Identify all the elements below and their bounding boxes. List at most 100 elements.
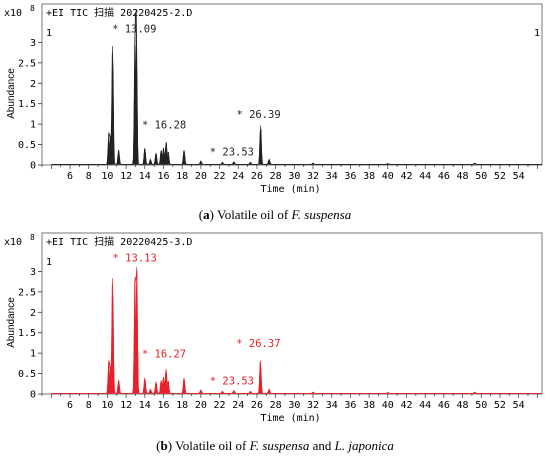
c1-peak bbox=[134, 266, 139, 394]
c0-x-tick-label: 32 bbox=[307, 171, 319, 182]
c0-x-tick-label: 6 bbox=[67, 171, 73, 182]
c0-x-tick-label: 18 bbox=[176, 171, 188, 182]
c1-x-tick-label: 22 bbox=[214, 400, 226, 411]
c1-y-tick-label: 2.5 bbox=[18, 287, 36, 298]
c0-peak bbox=[472, 162, 478, 165]
c0-peak bbox=[258, 125, 263, 165]
c0-peak bbox=[110, 45, 115, 165]
caption-a-letter: a bbox=[203, 207, 210, 222]
c0-x-tick-label: 26 bbox=[251, 171, 263, 182]
c1-x-tick-label: 48 bbox=[457, 400, 469, 411]
c1-y-tick-label: 2 bbox=[30, 308, 36, 319]
c1-x-tick-label: 46 bbox=[438, 400, 450, 411]
c1-x-tick-label: 12 bbox=[120, 400, 132, 411]
c1-peak bbox=[386, 392, 390, 394]
c0-y-axis-label: Abundance bbox=[6, 68, 17, 119]
c0-y-tick-label: 3 bbox=[30, 38, 36, 49]
c1-x-tick-label: 40 bbox=[382, 400, 394, 411]
c0-x-tick-label: 28 bbox=[270, 171, 282, 182]
c0-header: +EI TIC 扫描 20220425-2.D bbox=[46, 6, 192, 19]
c1-peak bbox=[248, 390, 253, 394]
c1-x-tick-label: 20 bbox=[195, 400, 207, 411]
caption-b-letter: b bbox=[160, 438, 168, 453]
caption-b-text: Volatile oil of bbox=[175, 438, 250, 453]
c0-x-tick-label: 42 bbox=[400, 171, 412, 182]
c0-peak-annotation: * 23.53 bbox=[210, 147, 254, 159]
c0-x-tick-label: 14 bbox=[139, 171, 151, 182]
c0-multiplier: x10 bbox=[4, 8, 22, 19]
c0-peak bbox=[198, 160, 203, 165]
c1-peak bbox=[182, 377, 186, 394]
c1-peak bbox=[154, 381, 158, 394]
caption-a: (a) Volatile oil of F. suspensa bbox=[198, 207, 352, 222]
c1-peak bbox=[310, 391, 316, 394]
c0-x-tick-label: 46 bbox=[438, 171, 450, 182]
c1-y-tick-label: 0 bbox=[30, 390, 36, 401]
c1-peak bbox=[258, 360, 263, 394]
c0-peak bbox=[161, 148, 166, 165]
c0-tic-trace bbox=[51, 10, 542, 165]
c1-y-axis-label: Abundance bbox=[6, 297, 17, 348]
c0-y-tick-label: 1.5 bbox=[18, 99, 36, 110]
c0-peak bbox=[166, 152, 171, 165]
c0-peak bbox=[164, 141, 169, 165]
c1-x-tick-label: 52 bbox=[494, 400, 506, 411]
c0-peak bbox=[220, 161, 225, 165]
c0-x-tick-label: 24 bbox=[232, 171, 244, 182]
c0-x-tick-label: 34 bbox=[326, 171, 338, 182]
c0-peak-annotation: * 16.28 bbox=[142, 119, 186, 131]
c1-peak bbox=[161, 377, 166, 394]
c1-x-tick-label: 36 bbox=[344, 400, 356, 411]
c1-x-tick-label: 10 bbox=[101, 400, 113, 411]
c0-y-tick-label: 2.5 bbox=[18, 58, 36, 69]
caption-b-species-2: L. japonica bbox=[334, 438, 394, 453]
c0-x-axis-label: Time (min) bbox=[260, 184, 320, 195]
c0-x-tick-label: 40 bbox=[382, 171, 394, 182]
c0-corner-left: 1 bbox=[46, 28, 52, 39]
c1-x-tick-label: 30 bbox=[288, 400, 300, 411]
c0-y-tick-label: 2 bbox=[30, 79, 36, 90]
caption-b-joiner: and bbox=[309, 438, 335, 453]
c1-peak bbox=[116, 380, 121, 394]
caption-b: (b) Volatile oil of F. suspensa and L. j… bbox=[156, 438, 394, 453]
c1-y-tick-label: 3 bbox=[30, 267, 36, 278]
caption-a-text: Volatile oil of bbox=[216, 207, 292, 222]
c0-peak bbox=[310, 162, 316, 165]
c0-x-tick-label: 36 bbox=[344, 171, 356, 182]
c1-peak-annotation: * 26.37 bbox=[236, 338, 280, 350]
c0-x-tick-label: 20 bbox=[195, 171, 207, 182]
c0-peak bbox=[154, 152, 158, 165]
c1-corner-left: 1 bbox=[46, 257, 52, 268]
c1-exponent: 8 bbox=[30, 233, 35, 242]
c1-y-tick-label: 0.5 bbox=[18, 369, 36, 380]
c1-y-tick-label: 1 bbox=[30, 349, 36, 360]
c0-x-tick-label: 54 bbox=[513, 171, 525, 182]
c1-peak bbox=[267, 388, 272, 394]
c0-x-tick-label: 50 bbox=[475, 171, 487, 182]
c1-peak bbox=[166, 381, 171, 394]
c0-peak bbox=[134, 31, 139, 165]
c1-tic-trace bbox=[51, 269, 542, 394]
c1-x-tick-label: 44 bbox=[419, 400, 431, 411]
c0-x-tick-label: 10 bbox=[101, 171, 113, 182]
c1-x-tick-label: 28 bbox=[270, 400, 282, 411]
c0-peak bbox=[267, 158, 272, 165]
chromatogram-a: +EI TIC 扫描 20220425-2.D 1 1 x10 8 Abundance 0 0… bbox=[4, 3, 543, 195]
c0-plot-frame bbox=[41, 3, 543, 166]
c0-peak bbox=[142, 148, 147, 165]
c0-x-tick-label: 44 bbox=[419, 171, 431, 182]
c1-x-tick-label: 26 bbox=[251, 400, 263, 411]
c0-y-tick-label: 1 bbox=[30, 120, 36, 131]
c1-peak-annotation: * 23.53 bbox=[210, 376, 254, 388]
c1-multiplier: x10 bbox=[4, 237, 22, 248]
c0-x-tick-label: 38 bbox=[363, 171, 375, 182]
chromatogram-b: +EI TIC 扫描 20220425-3.D 1 x10 8 Abundance 0 0.… bbox=[4, 232, 543, 424]
chromatogram-panel-b: +EI TIC 扫描 20220425-3.D 1 x10 8 Abundance 0 0.… bbox=[0, 229, 550, 424]
c1-x-tick-label: 6 bbox=[67, 400, 73, 411]
c1-x-tick-label: 8 bbox=[86, 400, 92, 411]
c1-peak bbox=[231, 389, 236, 394]
c1-peak bbox=[472, 391, 478, 394]
c0-y-tick-label: 0.5 bbox=[18, 140, 36, 151]
c0-peak bbox=[182, 150, 186, 165]
c1-x-tick-label: 24 bbox=[232, 400, 244, 411]
